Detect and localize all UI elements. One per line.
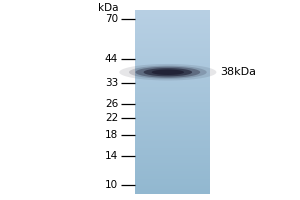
Polygon shape [129,66,207,79]
Text: 10: 10 [105,180,118,190]
Text: kDa: kDa [98,3,118,13]
Polygon shape [144,68,192,76]
Text: 70: 70 [105,14,118,24]
Text: 18: 18 [105,130,118,140]
Polygon shape [136,67,200,78]
Text: 33: 33 [105,78,118,88]
Text: 26: 26 [105,99,118,109]
Text: 44: 44 [105,54,118,64]
Polygon shape [119,64,216,80]
Text: 14: 14 [105,151,118,161]
Polygon shape [152,69,184,75]
Text: 38kDa: 38kDa [220,67,256,77]
Text: 22: 22 [105,113,118,123]
